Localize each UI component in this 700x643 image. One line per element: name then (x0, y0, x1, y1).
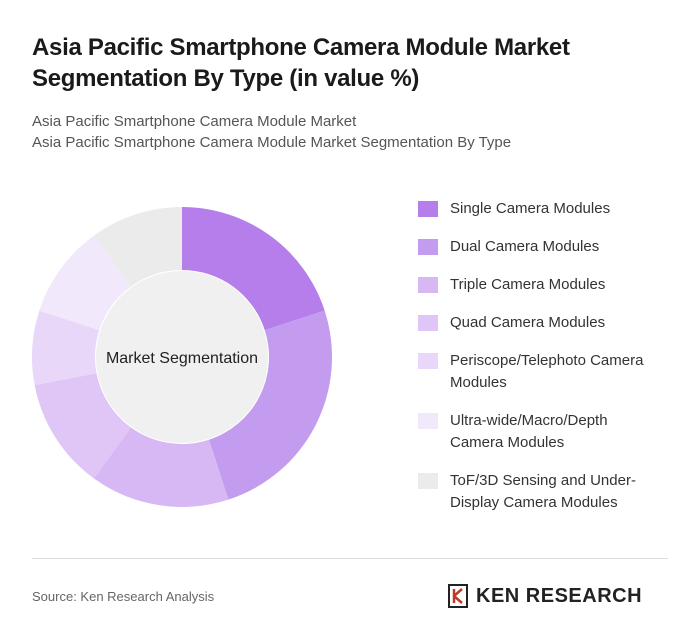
legend-swatch (418, 277, 438, 293)
legend-item: Triple Camera Modules (418, 274, 678, 296)
legend-label: ToF/3D Sensing and Under-Display Camera … (450, 472, 636, 511)
donut-center (96, 271, 268, 443)
legend-label: Dual Camera Modules (450, 238, 600, 255)
legend-label: Quad Camera Modules (450, 314, 606, 331)
donut-segment (31, 310, 100, 386)
legend-item: Ultra-wide/Macro/Depth Camera Modules (418, 410, 678, 454)
legend-item: Single Camera Modules (418, 198, 678, 220)
donut-segment (93, 427, 229, 507)
legend-label: Single Camera Modules (450, 200, 611, 217)
source: Source: Ken Research Analysis (32, 589, 215, 604)
subtitle: Asia Pacific Smartphone Camera Module Ma… (32, 113, 357, 130)
divider (32, 558, 668, 559)
legend-swatch (418, 413, 438, 429)
legend-item: Dual Camera Modules (418, 236, 678, 258)
legend-swatch (418, 473, 438, 489)
donut-segment (182, 207, 325, 331)
donut-chart: Market Segmentation (31, 207, 332, 507)
logo: KEN RESEARCH (448, 584, 642, 608)
legend-label: Triple Camera Modules (450, 276, 606, 293)
donut-segment (93, 207, 182, 287)
legend-label: Periscope/Telephoto Camera Modules (450, 352, 644, 391)
legend: Single Camera Modules Dual Camera Modules… (418, 198, 678, 530)
donut-segment (208, 310, 332, 500)
donut-segment (39, 235, 131, 331)
logo-text: KEN RESEARCH (476, 584, 643, 607)
legend-item: Quad Camera Modules (418, 312, 678, 334)
legend-swatch (418, 239, 438, 255)
legend-swatch (418, 353, 438, 369)
chart-title: Asia Pacific Smartphone Camera Module Ma… (32, 34, 570, 92)
subtitle: Asia Pacific Smartphone Camera Module Ma… (32, 134, 512, 151)
legend-swatch (418, 201, 438, 217)
logo-icon (448, 584, 468, 608)
legend-item: Periscope/Telephoto Camera Modules (418, 350, 678, 394)
legend-label: Ultra-wide/Macro/Depth Camera Modules (450, 412, 608, 451)
donut-segment (34, 373, 131, 479)
legend-swatch (418, 315, 438, 331)
center-label: Market Segmentation (106, 350, 258, 367)
legend-item: ToF/3D Sensing and Under-Display Camera … (418, 470, 678, 514)
